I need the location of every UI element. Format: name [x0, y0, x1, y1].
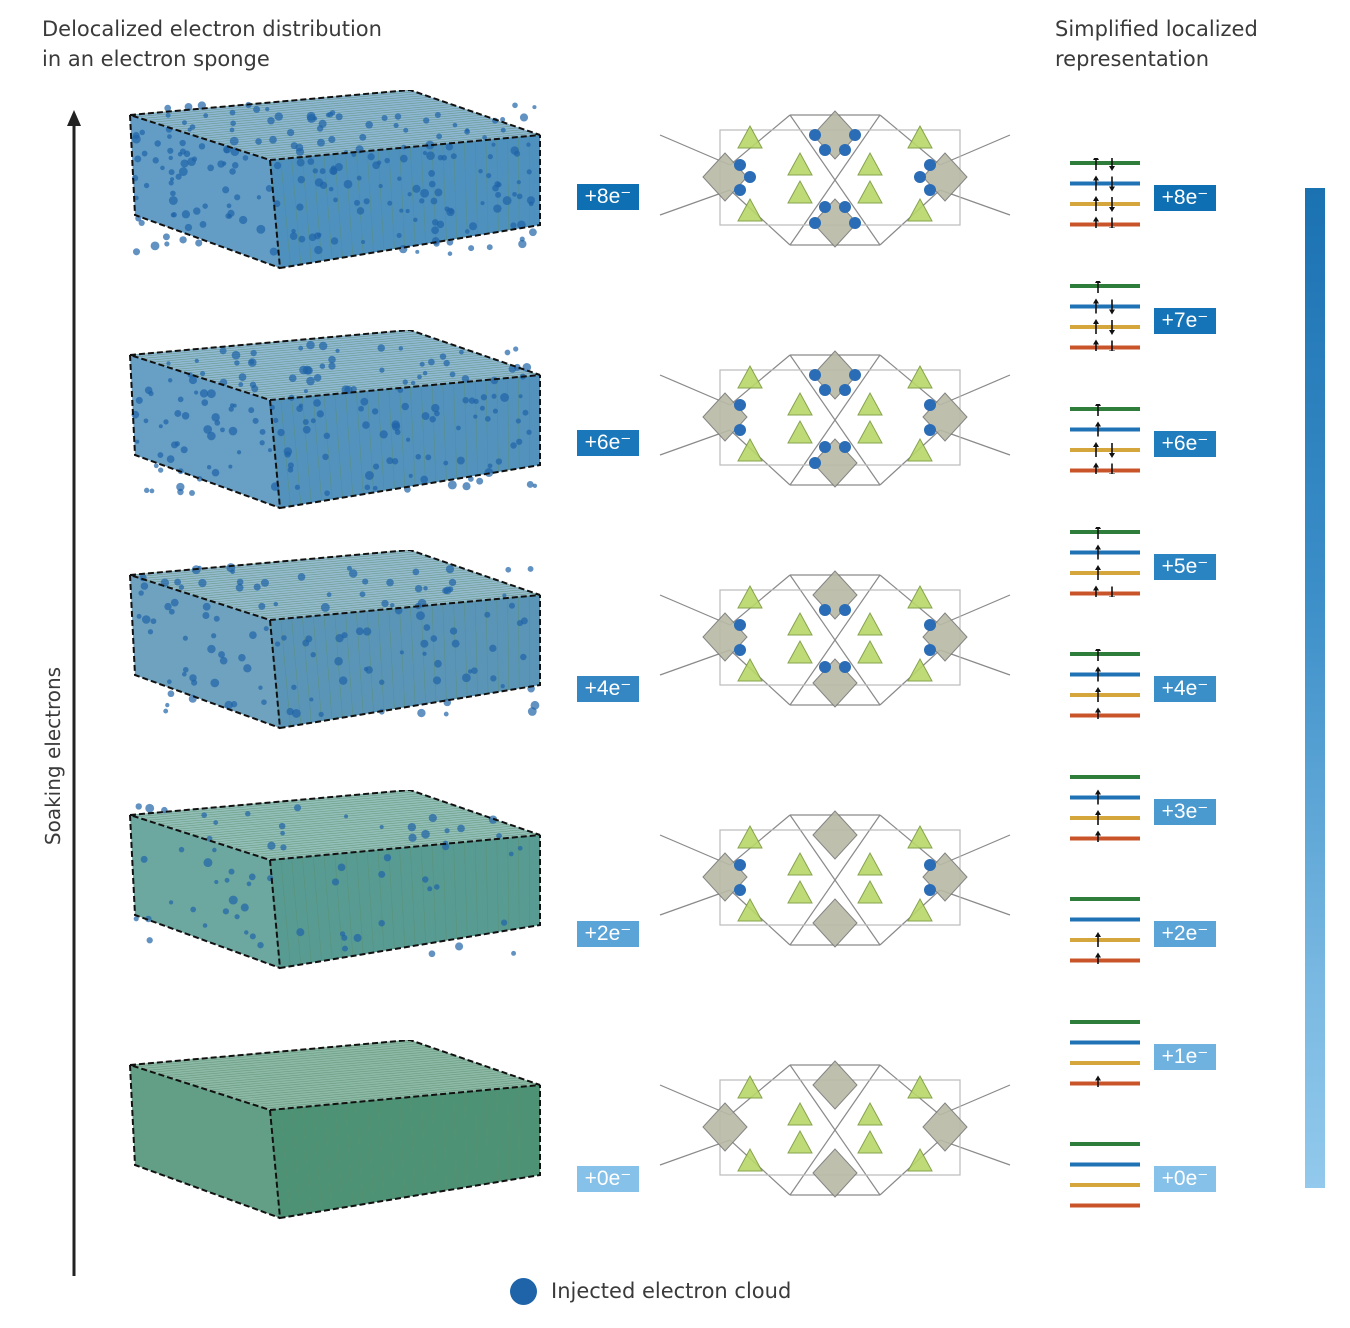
block-badge-3: +2e⁻	[577, 921, 639, 947]
left-column-heading: Delocalized electron distribution in an …	[42, 14, 382, 74]
electron-cloud-legend-icon	[510, 1277, 537, 1305]
energy-levels-2	[1068, 401, 1144, 479]
block-badge-2: +4e⁻	[577, 676, 639, 702]
legend: Injected electron cloud	[510, 1276, 791, 1306]
legend-label: Injected electron cloud	[551, 1279, 792, 1303]
level-badge-6: +2e⁻	[1154, 921, 1216, 947]
sponge-block-4	[129, 1040, 541, 1220]
electron-count-gradient-bar	[1305, 188, 1325, 1188]
energy-levels-7	[1068, 1017, 1144, 1091]
crystal-structure-3	[659, 810, 1011, 948]
level-badge-5: +3e⁻	[1154, 799, 1216, 825]
right-heading-line1: Simplified localized	[1055, 17, 1258, 41]
crystal-structure-0	[659, 110, 1011, 248]
level-badge-1: +7e⁻	[1154, 308, 1216, 334]
energy-levels-0	[1068, 155, 1144, 233]
axis-label: Soaking electrons	[41, 666, 65, 846]
block-badge-4: +0e⁻	[577, 1166, 639, 1192]
energy-levels-3	[1068, 524, 1144, 602]
crystal-structure-1	[659, 350, 1011, 488]
crystal-structure-4	[659, 1060, 1011, 1198]
crystal-structure-2	[659, 570, 1011, 708]
energy-levels-4	[1068, 646, 1144, 723]
block-badge-0: +8e⁻	[577, 184, 639, 210]
energy-levels-1	[1068, 278, 1144, 356]
energy-levels-6	[1068, 894, 1144, 968]
left-heading-line1: Delocalized electron distribution	[42, 17, 382, 41]
soaking-axis-arrow	[67, 110, 81, 1276]
level-badge-4: +4e⁻	[1154, 676, 1216, 702]
sponge-block-2	[129, 550, 541, 730]
level-badge-0: +8e⁻	[1154, 185, 1216, 211]
block-badge-1: +6e⁻	[577, 430, 639, 456]
energy-levels-5	[1068, 772, 1144, 846]
energy-levels-8	[1068, 1139, 1144, 1209]
level-badge-2: +6e⁻	[1154, 431, 1216, 457]
level-badge-7: +1e⁻	[1154, 1044, 1216, 1070]
sponge-block-1	[129, 330, 541, 510]
level-badge-8: +0e⁻	[1154, 1166, 1216, 1192]
sponge-block-3	[129, 790, 541, 970]
left-heading-line2: in an electron sponge	[42, 47, 270, 71]
right-column-heading: Simplified localized representation	[1055, 14, 1258, 74]
right-heading-line2: representation	[1055, 47, 1210, 71]
level-badge-3: +5e⁻	[1154, 554, 1216, 580]
sponge-block-0	[129, 90, 541, 270]
